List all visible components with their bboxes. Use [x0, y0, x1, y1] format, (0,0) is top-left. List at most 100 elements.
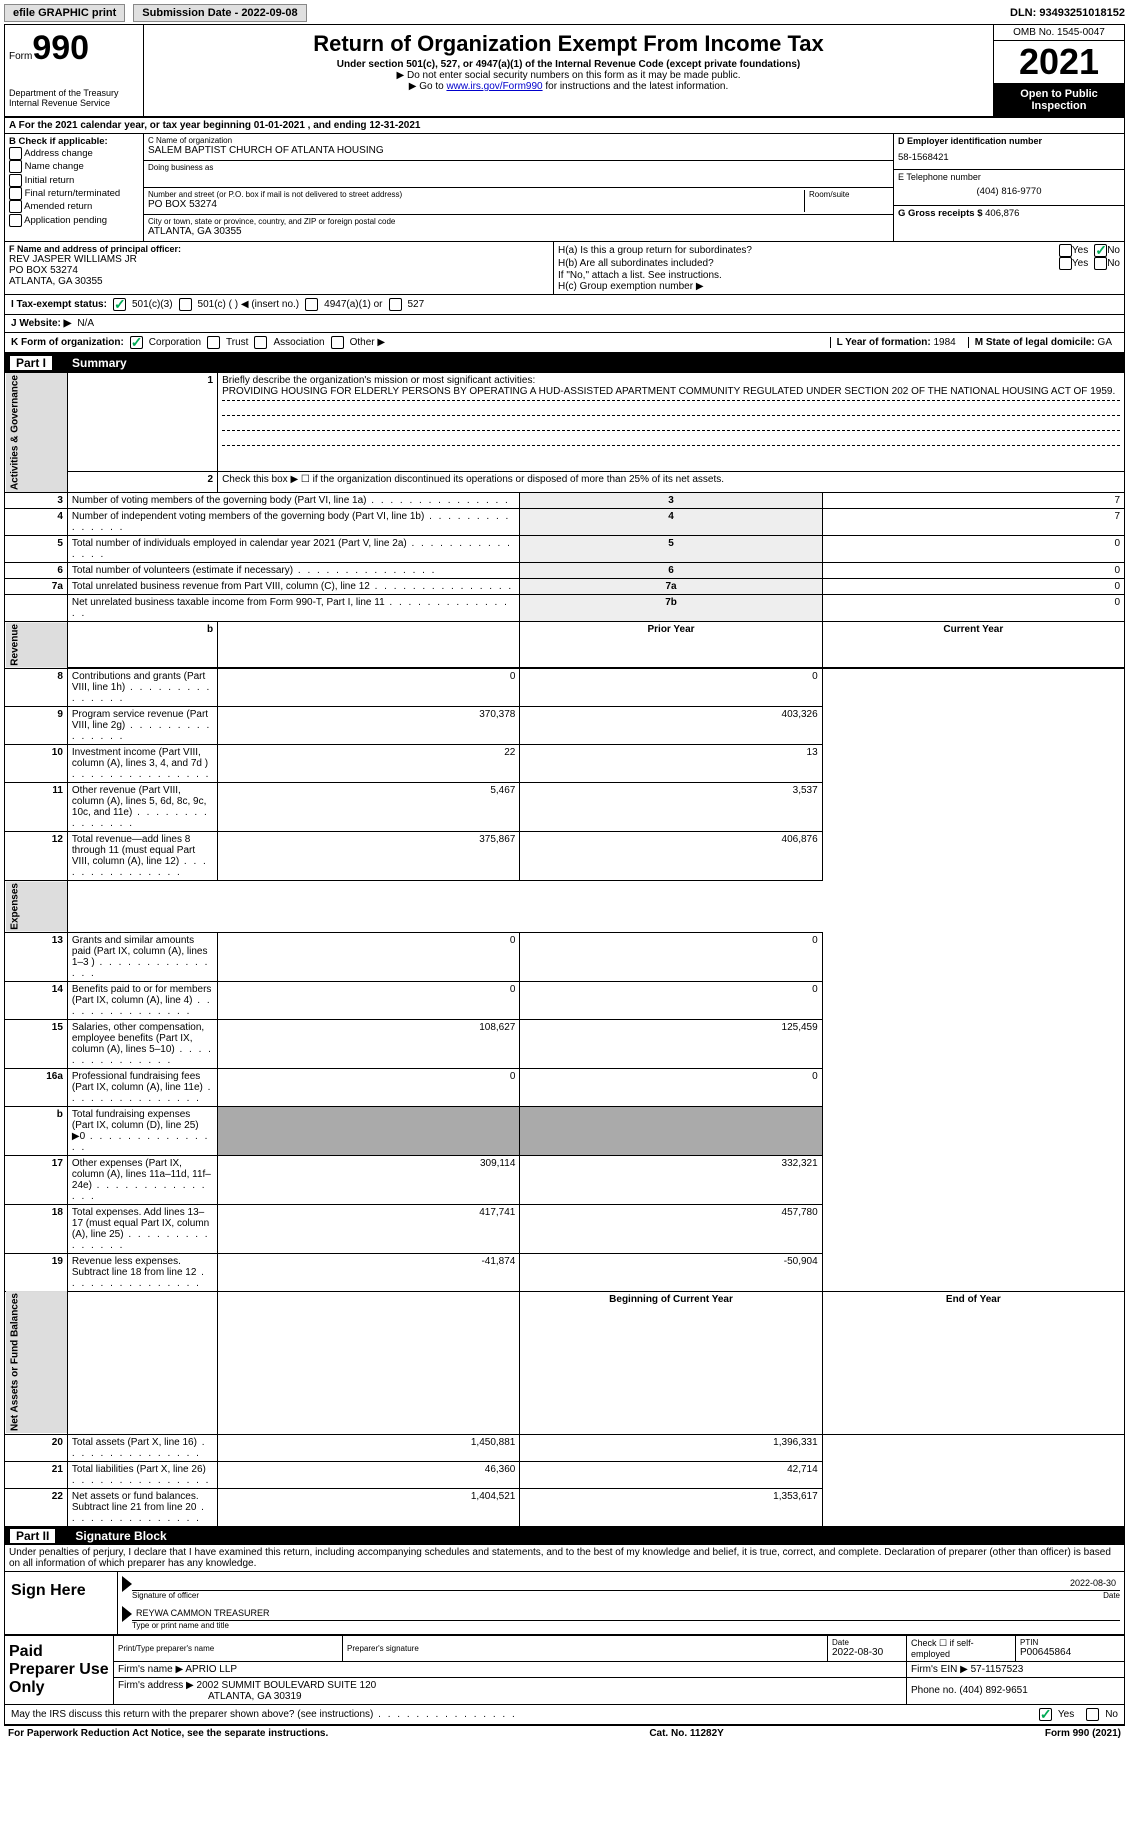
line-num: 16a [5, 1068, 68, 1106]
current-value: -50,904 [520, 1253, 822, 1291]
i-4947-checkbox[interactable] [305, 298, 318, 311]
city-label: City or town, state or province, country… [148, 217, 889, 226]
prep-h1: Print/Type preparer's name [118, 1644, 338, 1653]
firm-addr-label: Firm's address ▶ [118, 1680, 197, 1691]
hb-no-checkbox[interactable] [1094, 257, 1107, 270]
line-text: Salaries, other compensation, employee b… [72, 1022, 213, 1066]
prior-value: 375,867 [218, 832, 520, 881]
begin-value: 46,360 [218, 1461, 520, 1488]
prep-date-label: Date [832, 1638, 902, 1647]
subtitle-1: Under section 501(c), 527, or 4947(a)(1)… [148, 59, 989, 70]
col-b-option[interactable]: Address change [9, 147, 139, 160]
current-value: 457,780 [520, 1204, 822, 1253]
i-opt1: 501(c)(3) [132, 299, 173, 310]
line-box: 3 [520, 493, 822, 509]
ptin-value: P00645864 [1020, 1647, 1071, 1658]
submission-date-button[interactable]: Submission Date - 2022-09-08 [133, 4, 306, 22]
discuss-text: May the IRS discuss this return with the… [11, 1709, 517, 1720]
col-b-option[interactable]: Application pending [9, 214, 139, 227]
prep-left-label: Paid Preparer Use Only [5, 1635, 114, 1704]
k-trust-checkbox[interactable] [207, 336, 220, 349]
current-value: 0 [520, 981, 822, 1019]
k-opt2: Trust [226, 337, 248, 348]
discuss-row: May the IRS discuss this return with the… [4, 1705, 1125, 1725]
sig-date-label: Date [1103, 1591, 1120, 1600]
line-value: 0 [822, 536, 1124, 563]
firm-ein: 57-1157523 [971, 1664, 1024, 1675]
prior-value: 0 [218, 932, 520, 981]
begin-value: 1,404,521 [218, 1488, 520, 1526]
i-label: I Tax-exempt status: [11, 299, 107, 310]
line-num: 19 [5, 1253, 68, 1291]
form-word: Form [9, 51, 32, 62]
line-value: 0 [822, 579, 1124, 595]
firm-ein-label: Firm's EIN ▶ [911, 1664, 971, 1675]
footer-left: For Paperwork Reduction Act Notice, see … [8, 1728, 328, 1739]
line-num: 8 [5, 668, 68, 707]
col-b-option[interactable]: Final return/terminated [9, 187, 139, 200]
line-text: Total revenue—add lines 8 through 11 (mu… [72, 834, 208, 878]
line-text: Number of voting members of the governin… [72, 495, 510, 506]
line-2-num: 2 [67, 472, 217, 493]
part2-no: Part II [10, 1529, 55, 1543]
line-num: 11 [5, 783, 68, 832]
ein-value: 58-1568421 [898, 152, 1120, 163]
addr-label: Number and street (or P.O. box if mail i… [148, 190, 800, 199]
i-opt2: 501(c) ( ) ◀ (insert no.) [198, 299, 300, 310]
prior-value: 108,627 [218, 1019, 520, 1068]
side-rev: Revenue [5, 622, 68, 669]
i-501c-checkbox[interactable] [179, 298, 192, 311]
goto-pre: ▶ Go to [409, 81, 447, 92]
current-value: 125,459 [520, 1019, 822, 1068]
irs-link[interactable]: www.irs.gov/Form990 [446, 81, 542, 92]
discuss-no-checkbox[interactable] [1086, 1708, 1099, 1721]
col-b-option[interactable]: Name change [9, 160, 139, 173]
line-text: Investment income (Part VIII, column (A)… [72, 747, 211, 780]
officer-addr1: PO BOX 53274 [9, 265, 549, 276]
hb-label: H(b) Are all subordinates included? [558, 258, 1059, 269]
k-assoc-checkbox[interactable] [254, 336, 267, 349]
begin-value: 1,450,881 [218, 1434, 520, 1461]
prior-value: 0 [218, 981, 520, 1019]
firm-phone: (404) 892-9651 [959, 1685, 1027, 1696]
line-text: Total assets (Part X, line 16) [72, 1437, 207, 1459]
k-opt3: Association [273, 337, 324, 348]
addr-value: PO BOX 53274 [148, 199, 800, 210]
col-b-option[interactable]: Amended return [9, 200, 139, 213]
line-value: 0 [822, 563, 1124, 579]
line-num: 7a [5, 579, 68, 595]
discuss-yes-checkbox[interactable] [1039, 1708, 1052, 1721]
discuss-no: No [1105, 1709, 1118, 1720]
end-value: 42,714 [520, 1461, 822, 1488]
i-527-checkbox[interactable] [389, 298, 402, 311]
preparer-table: Paid Preparer Use Only Print/Type prepar… [4, 1635, 1125, 1705]
ha-yes-checkbox[interactable] [1059, 244, 1072, 257]
goto-post: for instructions and the latest informat… [543, 81, 729, 92]
firm-addr2: ATLANTA, GA 30319 [208, 1691, 302, 1702]
line-num: 5 [5, 536, 68, 563]
k-corp-checkbox[interactable] [130, 336, 143, 349]
l-label: L Year of formation: [837, 337, 934, 348]
end-year-header: End of Year [822, 1291, 1124, 1434]
hb-yes-checkbox[interactable] [1059, 257, 1072, 270]
prior-value: 370,378 [218, 707, 520, 745]
efile-button[interactable]: efile GRAPHIC print [4, 4, 125, 22]
line-text: Program service revenue (Part VIII, line… [72, 709, 211, 742]
line-text: Total number of volunteers (estimate if … [72, 565, 437, 576]
side-gov: Activities & Governance [5, 373, 68, 493]
form-header: Form990 Department of the Treasury Inter… [4, 24, 1125, 118]
i-501c3-checkbox[interactable] [113, 298, 126, 311]
k-other-checkbox[interactable] [331, 336, 344, 349]
arrow-icon-2 [122, 1606, 132, 1622]
line-num: 15 [5, 1019, 68, 1068]
org-name-label: C Name of organization [148, 136, 889, 145]
col-b-option[interactable]: Initial return [9, 174, 139, 187]
line-text: Net unrelated business taxable income fr… [72, 597, 509, 619]
prior-value: 22 [218, 745, 520, 783]
prior-value: 0 [218, 1068, 520, 1106]
current-value: 0 [520, 668, 822, 707]
line-num [5, 595, 68, 622]
ha-no-checkbox[interactable] [1094, 244, 1107, 257]
current-value: 0 [520, 1068, 822, 1106]
part2-header: Part II Signature Block [4, 1527, 1125, 1545]
